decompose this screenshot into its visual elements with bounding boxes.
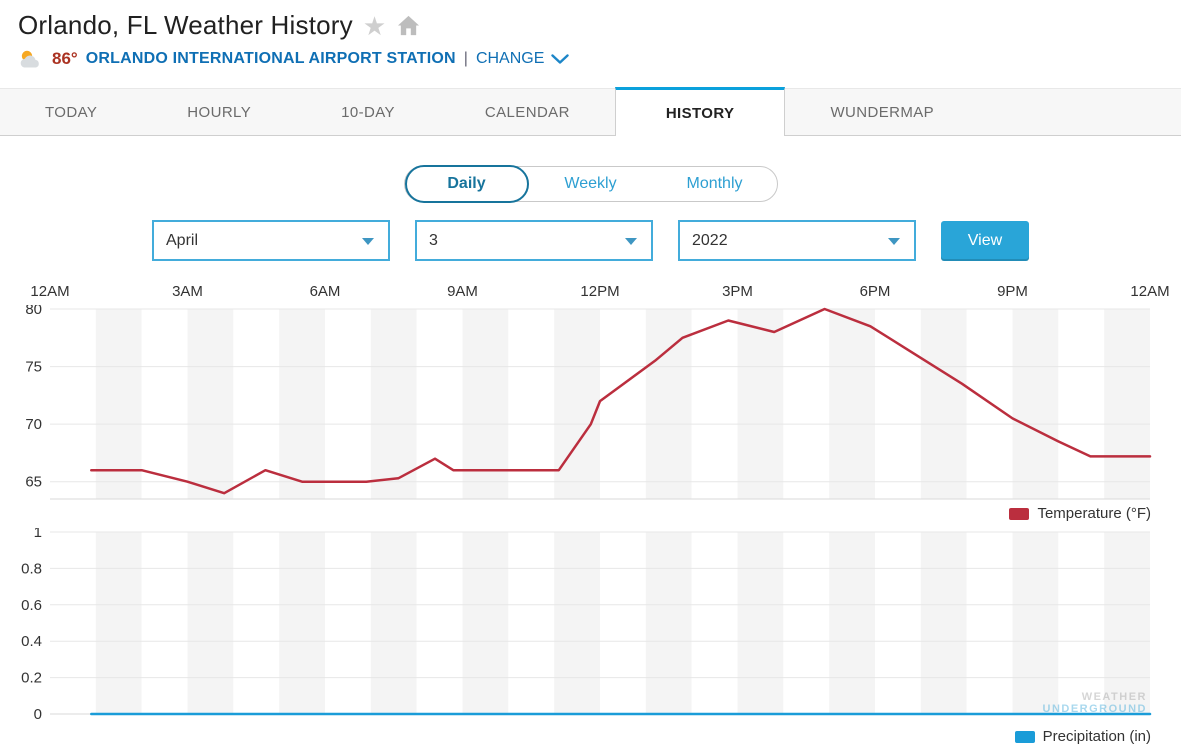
- svg-text:65: 65: [25, 474, 42, 491]
- year-select-value: 2022: [692, 231, 728, 249]
- day-select[interactable]: 3: [415, 220, 653, 261]
- time-axis-label: 9PM: [997, 283, 1028, 300]
- time-axis-label: 12PM: [580, 283, 620, 300]
- svg-text:70: 70: [25, 416, 42, 433]
- tab-calendar[interactable]: CALENDAR: [484, 103, 570, 121]
- weather-condition-icon: [18, 48, 44, 70]
- time-axis-label: 9AM: [447, 283, 478, 300]
- date-controls: April 3 2022 View: [0, 220, 1181, 261]
- svg-text:0.4: 0.4: [21, 633, 42, 650]
- tab-hourly[interactable]: HOURLY: [187, 103, 252, 121]
- dropdown-arrow-icon: [362, 237, 374, 245]
- svg-text:80: 80: [25, 305, 42, 318]
- time-axis-label: 3PM: [722, 283, 753, 300]
- view-button[interactable]: View: [941, 220, 1029, 261]
- period-daily[interactable]: Daily: [404, 165, 529, 203]
- history-content: Daily Weekly Monthly April 3 2022 View 1…: [0, 165, 1181, 751]
- tab-wundermap[interactable]: WUNDERMAP: [830, 103, 935, 121]
- time-axis-label: 12AM: [30, 283, 70, 300]
- precipitation-legend-swatch: [1014, 730, 1035, 743]
- time-axis-label: 3AM: [172, 283, 203, 300]
- station-name-link[interactable]: ORLANDO INTERNATIONAL AIRPORT STATION: [85, 50, 456, 67]
- period-weekly[interactable]: Weekly: [564, 175, 617, 192]
- dropdown-arrow-icon: [625, 237, 637, 245]
- separator: |: [463, 50, 468, 67]
- svg-text:0.6: 0.6: [21, 597, 42, 614]
- month-select[interactable]: April: [152, 220, 390, 261]
- tab-history[interactable]: HISTORY: [614, 87, 786, 136]
- precipitation-legend-label: Precipitation (in): [1042, 728, 1151, 745]
- change-station-label: CHANGE: [475, 50, 545, 67]
- period-monthly[interactable]: Monthly: [686, 175, 743, 192]
- svg-text:0.2: 0.2: [21, 670, 42, 687]
- temperature-legend: Temperature (°F): [0, 501, 1181, 528]
- current-temperature: 86°: [52, 49, 78, 68]
- temperature-chart-svg: 65 70 75 80: [25, 305, 1152, 500]
- svg-text:75: 75: [25, 359, 42, 376]
- tab-10-day[interactable]: 10-DAY: [341, 103, 395, 121]
- history-charts: 12AM 3AM 6AM 9AM 12PM 3PM 6PM 9PM 12AM 65 70 75 80 …: [0, 283, 1181, 751]
- home-icon[interactable]: [396, 14, 421, 37]
- change-station-link[interactable]: CHANGE: [475, 50, 570, 68]
- chevron-down-icon[interactable]: [551, 54, 570, 64]
- day-select-value: 3: [429, 231, 438, 249]
- svg-text:0: 0: [34, 706, 42, 723]
- station-row: 86° ORLANDO INTERNATIONAL AIRPORT STATIO…: [18, 48, 1181, 70]
- dropdown-arrow-icon: [888, 237, 900, 245]
- temperature-legend-swatch: [1009, 507, 1030, 520]
- precipitation-chart-svg: 0 0.2 0.4 0.6 0.8 1: [21, 528, 1152, 723]
- period-toggle: Daily Weekly Monthly: [403, 165, 778, 203]
- time-axis-label: 12AM: [1130, 283, 1170, 300]
- title-row: Orlando, FL Weather History ★: [18, 10, 1181, 41]
- svg-text:1: 1: [34, 528, 42, 541]
- svg-text:0.8: 0.8: [21, 560, 42, 577]
- precipitation-legend: Precipitation (in): [0, 724, 1181, 751]
- favorite-star-icon[interactable]: ★: [362, 10, 387, 41]
- year-select[interactable]: 2022: [678, 220, 916, 261]
- tab-today[interactable]: TODAY: [45, 103, 98, 121]
- temperature-legend-label: Temperature (°F): [1037, 505, 1151, 522]
- time-axis: 12AM 3AM 6AM 9AM 12PM 3PM 6PM 9PM 12AM: [0, 283, 1181, 303]
- time-axis-label: 6PM: [859, 283, 891, 300]
- time-axis-label: 6AM: [309, 283, 341, 300]
- month-select-value: April: [166, 231, 199, 249]
- temperature-chart: 65 70 75 80: [0, 305, 1181, 501]
- main-nav-tabs: TODAY HOURLY 10-DAY CALENDAR HISTORY WUN…: [0, 87, 1181, 136]
- precipitation-chart: 0 0.2 0.4 0.6 0.8 1 WEATHER UNDERGROUND: [0, 528, 1181, 724]
- page-header: Orlando, FL Weather History ★ 86° ORLAND…: [0, 0, 1181, 70]
- page-title: Orlando, FL Weather History: [18, 10, 353, 40]
